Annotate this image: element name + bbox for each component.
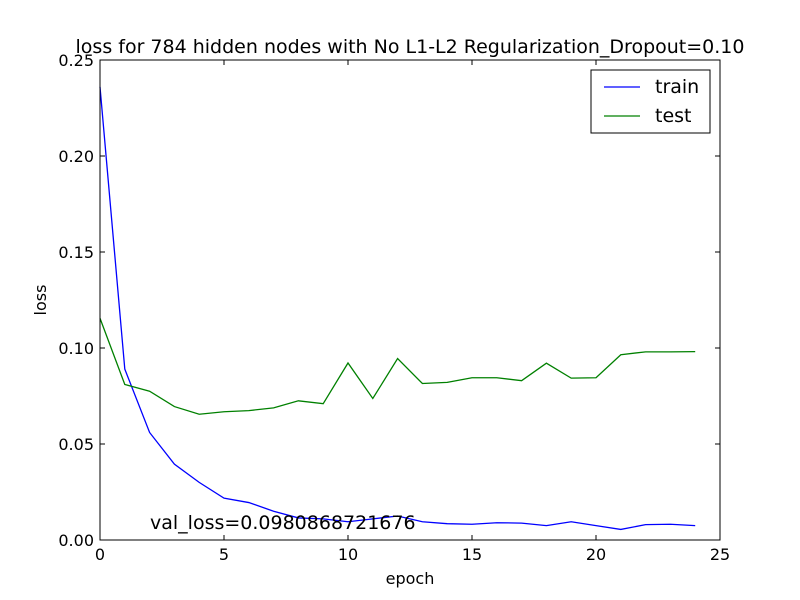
x-tick-label: 15 (462, 545, 482, 564)
legend-label-test: test (655, 105, 692, 127)
x-tick-label: 20 (586, 545, 606, 564)
legend-label-train: train (655, 76, 699, 98)
y-axis-label: loss (31, 285, 50, 316)
legend-box (590, 69, 711, 134)
y-tick-label: 0.20 (58, 147, 94, 166)
x-tick-label: 0 (95, 545, 105, 564)
plot-area: 0 5 10 15 20 25 0.00 0.05 0.10 0.15 0.20 0.25 (58, 51, 730, 564)
y-tick-label: 0.15 (58, 243, 94, 262)
y-tick-label: 0.25 (58, 51, 94, 70)
x-tick-label: 5 (219, 545, 229, 564)
x-axis-label: epoch (386, 569, 435, 588)
series-line-train (99, 86, 696, 531)
y-tick-label: 0.00 (58, 531, 94, 550)
series-line-test (99, 318, 696, 415)
plot-frame (99, 59, 721, 541)
x-tick-label: 10 (338, 545, 358, 564)
y-tick-label: 0.05 (58, 435, 94, 454)
chart-title: loss for 784 hidden nodes with No L1-L2 … (76, 36, 745, 58)
legend: train test (590, 69, 711, 134)
val-loss-annotation: val_loss=0.0980868721676 (150, 512, 416, 534)
x-tick-label: 25 (710, 545, 730, 564)
y-tick-label: 0.10 (58, 339, 94, 358)
